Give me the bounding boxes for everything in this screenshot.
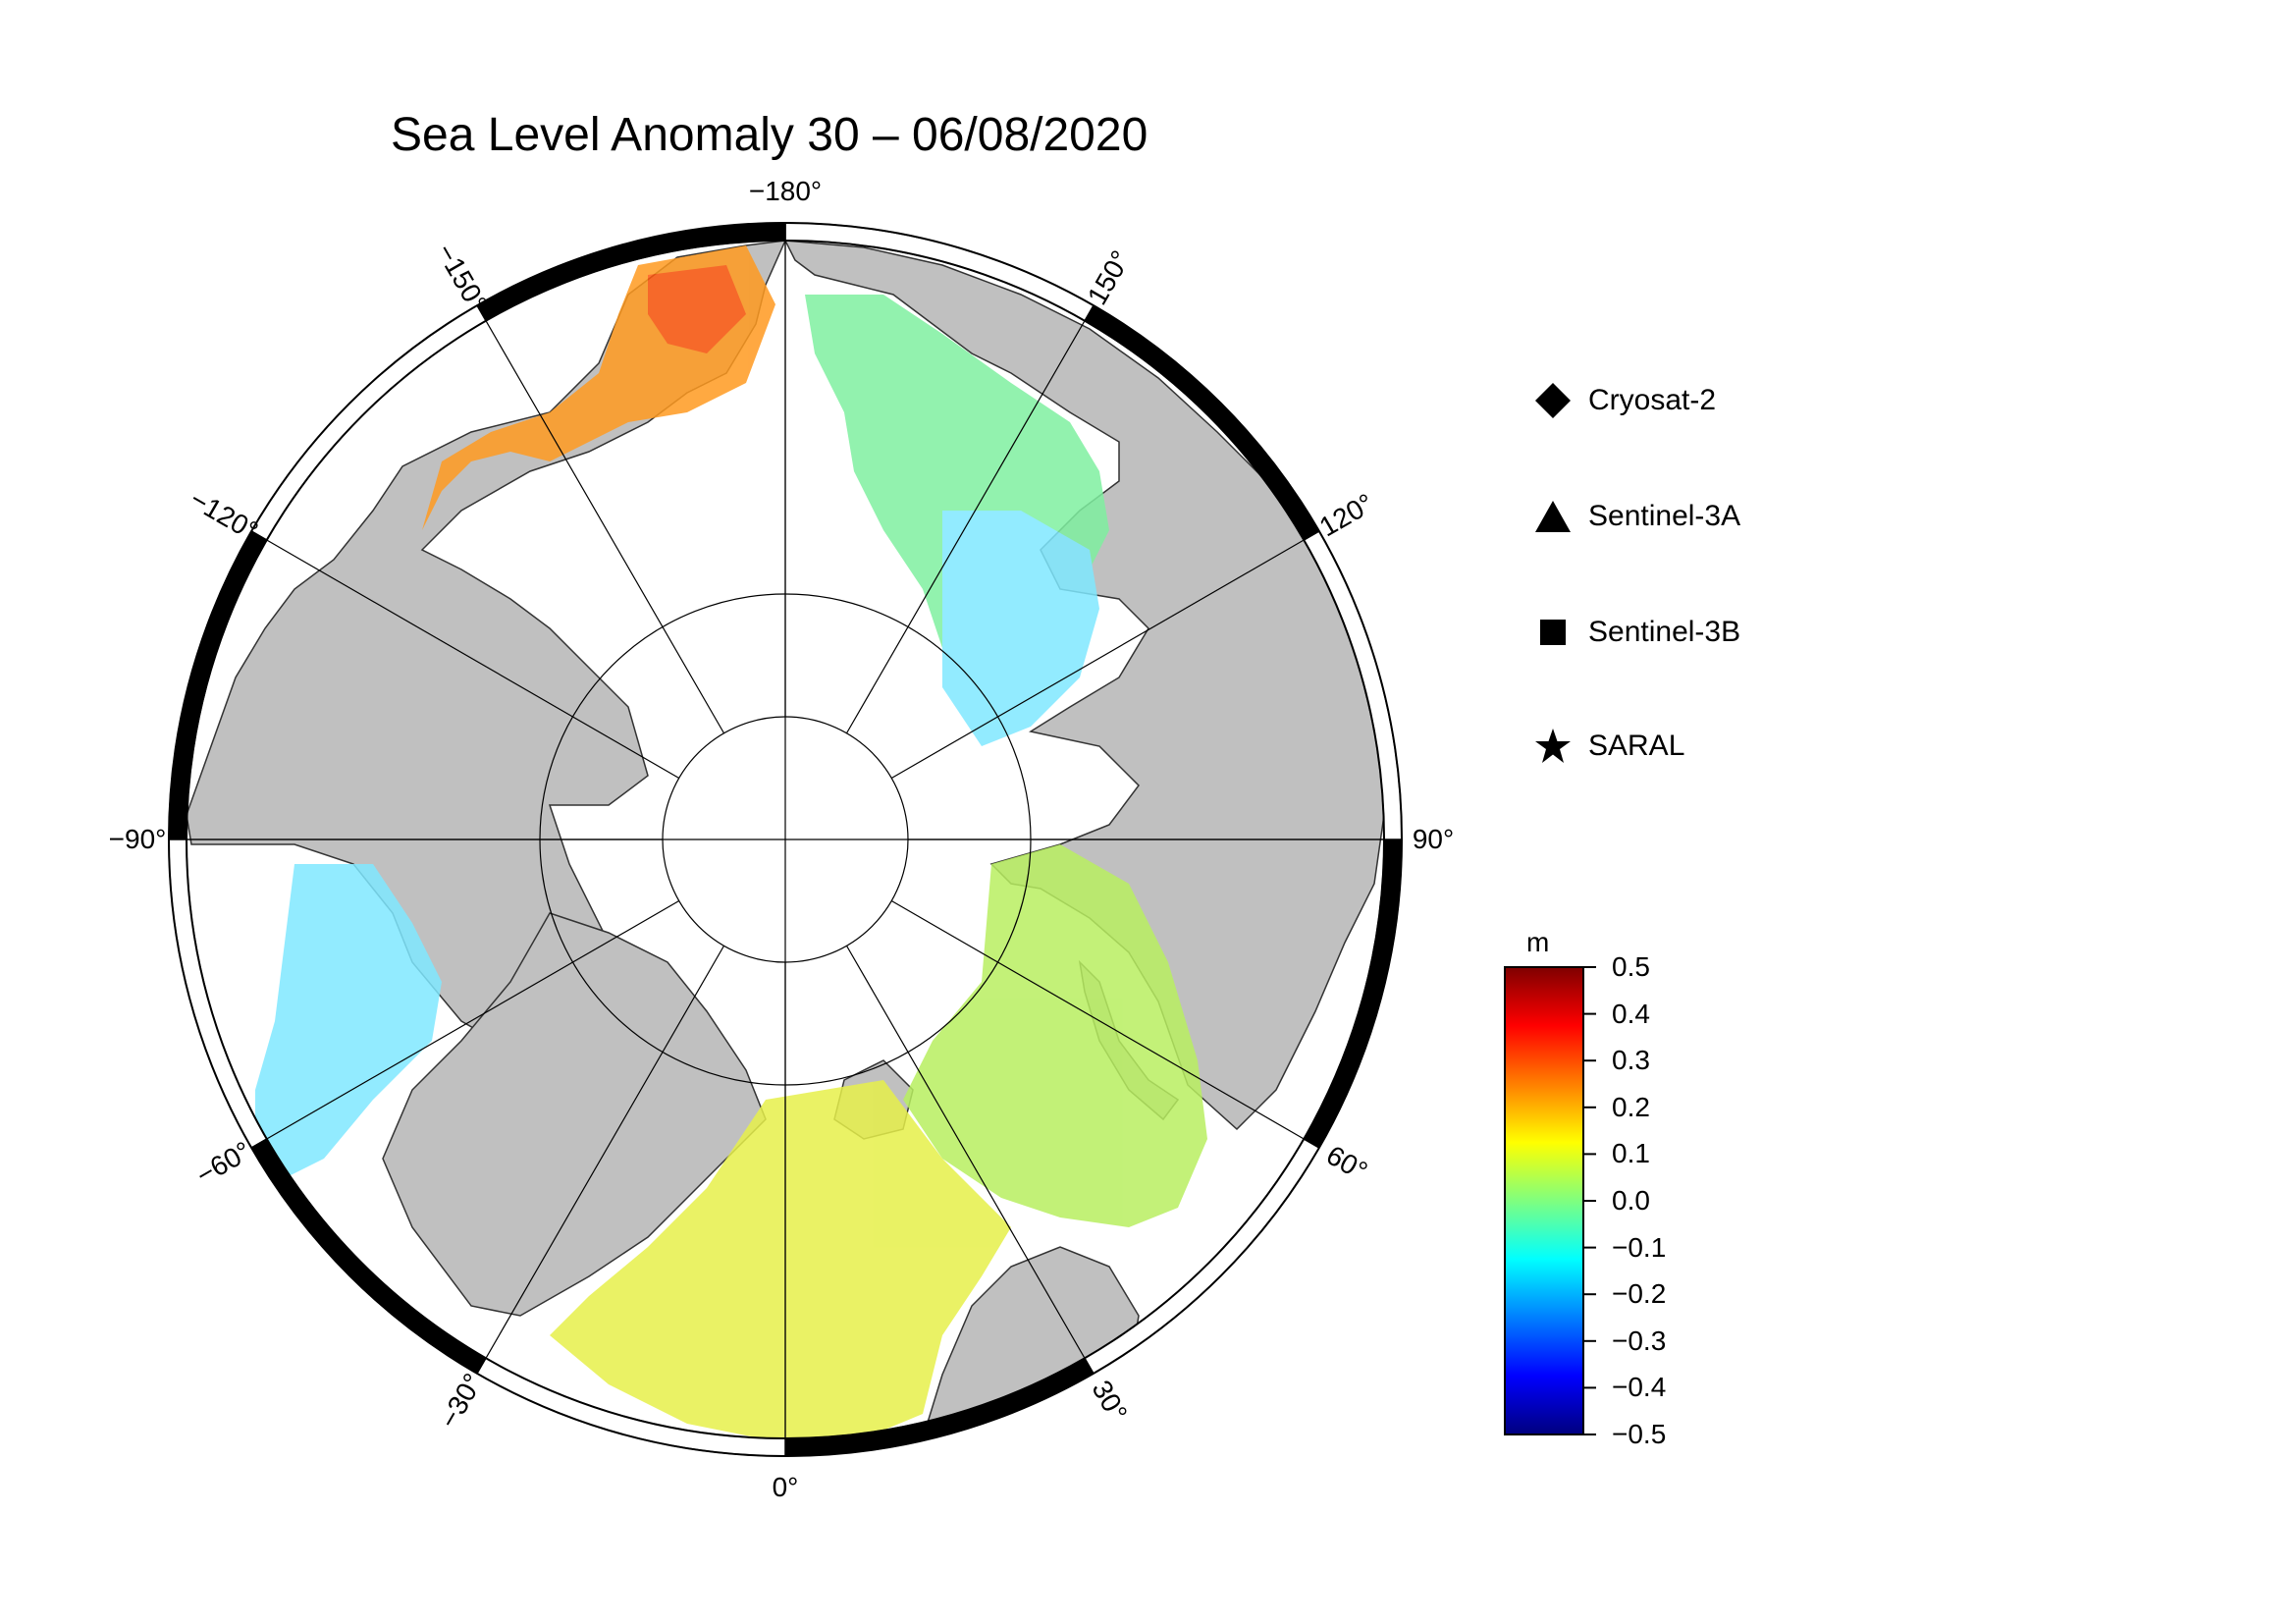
meridian-line	[845, 320, 1086, 734]
legend-label: Sentinel-3A	[1588, 500, 1741, 532]
map-title: Sea Level Anomaly 30 – 06/08/2020	[391, 109, 1148, 161]
colorbar-tick-label: −0.1	[1612, 1231, 1667, 1263]
meridian-line	[845, 945, 1086, 1359]
frame-border	[186, 240, 1385, 1439]
map-frame	[168, 222, 1403, 1457]
legend-label: SARAL	[1588, 730, 1685, 762]
diamond-icon	[1531, 381, 1575, 420]
colorbar-tick-label: −0.2	[1612, 1278, 1667, 1310]
colorbar-tick-label: 0.5	[1612, 951, 1650, 982]
meridian-line	[485, 320, 725, 734]
anomaly-baffin	[255, 864, 442, 1178]
colorbar-tick-label: −0.3	[1612, 1325, 1667, 1356]
longitude-label: 90°	[1412, 824, 1455, 854]
colorbar-tick-label: 0.2	[1612, 1091, 1650, 1122]
colorbar-unit: m	[1526, 927, 1550, 957]
colorbar-tick-label: 0.0	[1612, 1185, 1650, 1216]
legend-label: Cryosat-2	[1588, 384, 1717, 416]
triangle-icon	[1531, 497, 1575, 536]
meridian-line	[266, 899, 680, 1140]
square-icon	[1531, 613, 1575, 652]
colorbar-tick-label: −0.5	[1612, 1419, 1667, 1449]
land-greenland	[382, 912, 767, 1317]
meridian-line	[266, 539, 680, 780]
longitude-label: 0°	[772, 1472, 799, 1502]
colorbar-tick-label: −0.4	[1612, 1372, 1667, 1403]
longitude-label: −90°	[108, 824, 167, 854]
legend-item-sentinel-3a: Sentinel-3A	[1531, 497, 1740, 536]
anomaly-barents	[903, 844, 1207, 1227]
colorbar-tick-label: 0.3	[1612, 1045, 1650, 1076]
colorbar-tick-label: 0.1	[1612, 1138, 1650, 1169]
frame-border	[168, 222, 1403, 1457]
longitude-label: −180°	[748, 176, 823, 206]
anomaly-chukchi-hot	[648, 265, 746, 353]
meridian-line	[890, 899, 1305, 1140]
anomaly-coverage	[255, 245, 1207, 1438]
legend-item-saral: SARAL	[1531, 727, 1684, 766]
anomaly-greenland-norwegian	[550, 1080, 1011, 1438]
legend-item-sentinel-3b: Sentinel-3B	[1531, 613, 1740, 652]
graticule	[187, 241, 1384, 1438]
meridian-line	[485, 945, 725, 1359]
meridian-line	[890, 539, 1305, 780]
anomaly-laptev-kara	[942, 511, 1099, 746]
star-icon	[1531, 727, 1575, 766]
legend-label: Sentinel-3B	[1588, 616, 1741, 648]
colorbar-tick-label: 0.4	[1612, 998, 1650, 1029]
legend-item-cryosat-2: Cryosat-2	[1531, 381, 1716, 420]
